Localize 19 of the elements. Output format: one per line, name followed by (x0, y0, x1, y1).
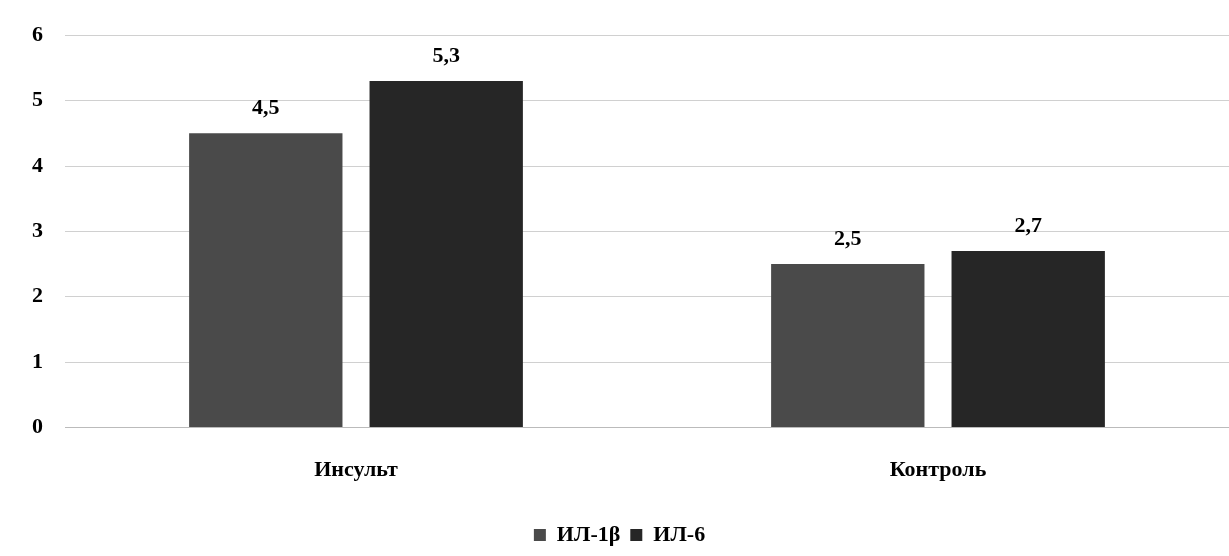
legend-label: ИЛ-1β (556, 520, 621, 546)
y-tick-label: 6 (32, 20, 43, 46)
y-tick-label: 0 (32, 413, 43, 439)
bar (189, 133, 343, 428)
x-tick-label: Контроль (889, 456, 987, 482)
y-tick-label: 1 (32, 347, 43, 373)
bar (369, 80, 523, 428)
data-label: 2,5 (834, 224, 862, 250)
bar (951, 251, 1105, 428)
legend-label: ИЛ-6 (653, 520, 706, 546)
y-tick-label: 4 (32, 151, 43, 177)
bar (771, 264, 925, 428)
y-tick-label: 2 (32, 282, 43, 308)
data-label: 2,7 (1014, 211, 1042, 237)
data-label: 4,5 (252, 93, 280, 119)
y-tick-label: 5 (32, 86, 43, 112)
y-tick-label: 3 (32, 217, 43, 243)
data-label: 5,3 (432, 41, 460, 67)
x-tick-label: Инсульт (314, 456, 399, 482)
